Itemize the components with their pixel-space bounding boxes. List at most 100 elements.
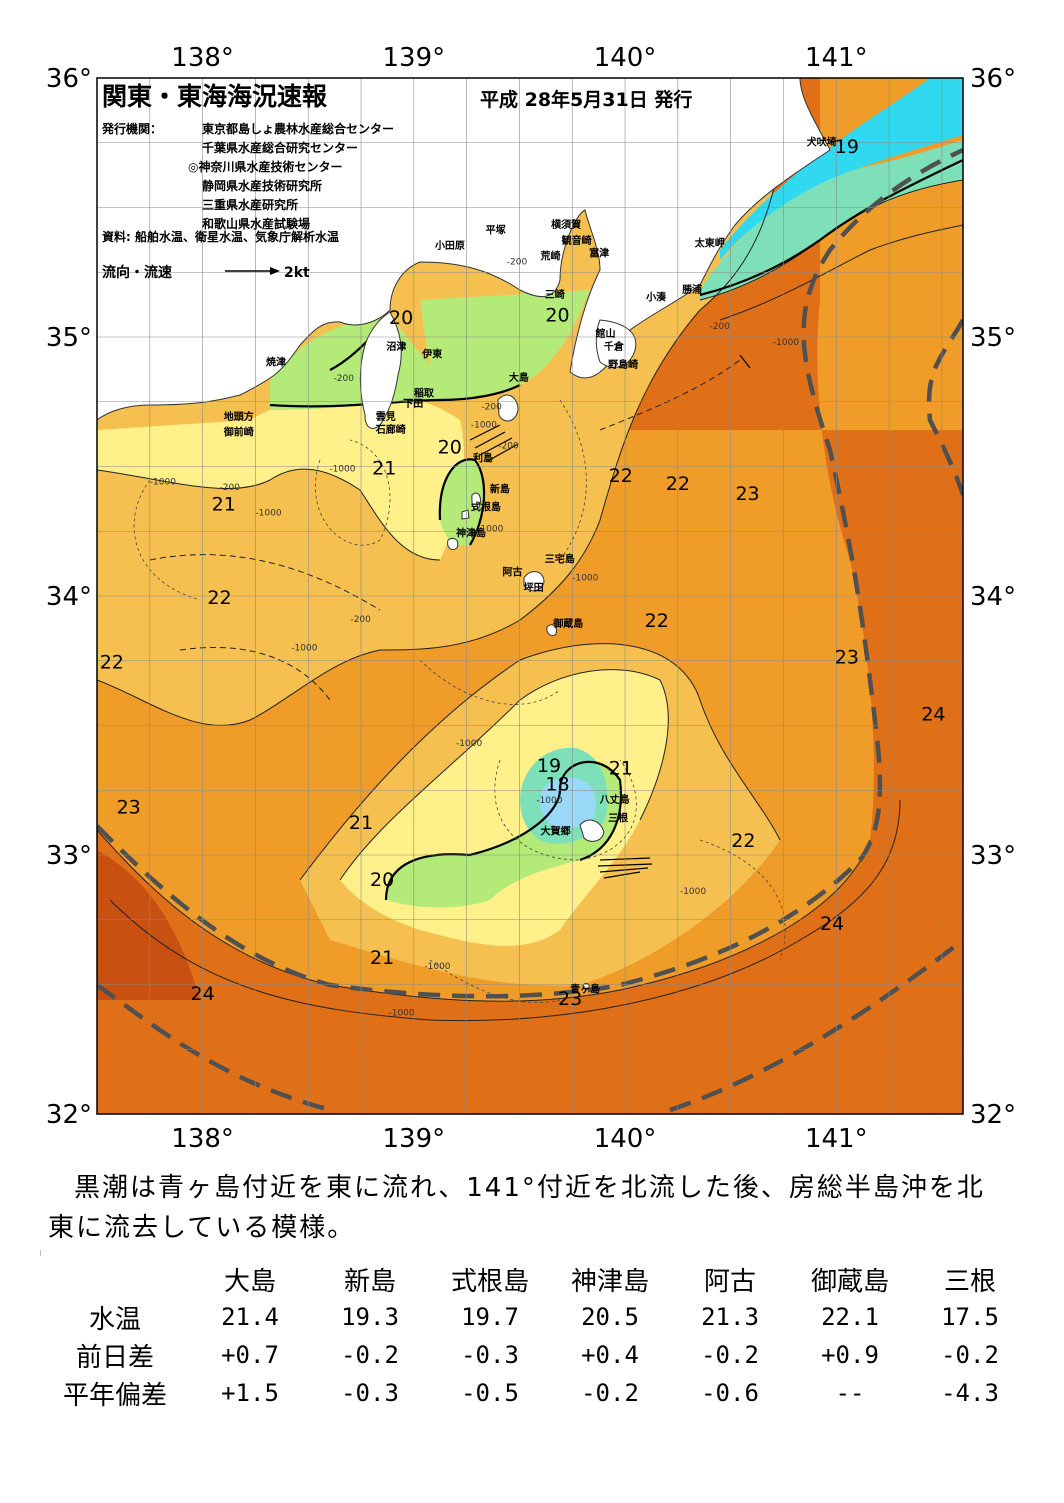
corner-cell [40,1260,190,1298]
place-label: 坪田 [524,581,544,594]
place-label: 大島 [509,371,529,384]
place-label: 平塚 [486,223,506,236]
lon-label-bottom: 138° [171,1124,234,1154]
land-shikine [461,509,470,520]
place-label: 富津 [589,247,609,260]
place-label: 三宅島 [545,552,575,565]
legend-label: 流向・流速 [102,264,172,281]
lat-label-left: 33° [46,841,92,871]
place-label: 三崎 [545,288,565,301]
isotherm-label: 20 [545,304,569,326]
place-label: 地頭方 [224,410,254,423]
place-label: 青ヶ島 [570,982,600,995]
lon-label-bottom: 141° [805,1124,868,1154]
map-title: 関東・東海海況速報 [102,82,328,111]
depth-label: -1000 [680,887,706,897]
place-label: 沼津 [386,340,406,353]
land-miyake [523,571,545,592]
place-label: 野島崎 [608,358,638,371]
place-label: 小田原 [434,239,465,252]
land-boso-tip [595,319,637,368]
observation-table: 大島 新島 式根島 神津島 阿古 御蔵島 三根 水温 21.4 19.3 19.… [40,1260,1030,1412]
lat-lon-grid [97,78,963,1114]
land-kozu [447,537,459,551]
depth-labels: -200-200-1000-200-200-200-1000-200-1000-… [150,257,800,1018]
table-cell: -4.3 [941,1379,999,1407]
place-label: 三根 [608,811,628,824]
table-row: 平年偏差 +1.5 -0.3 -0.5 -0.2 -0.6 -- -4.3 [40,1374,1030,1412]
isotherm-label: 21 [609,758,633,780]
table-cell: -0.3 [461,1341,519,1369]
axis-labels: 138° 138° 139° 139° 140° 140° 141° 141° 36° 36° 35… [46,43,1016,1154]
place-label: 小湊 [645,291,667,304]
temperature-field [97,78,963,1114]
lon-label-top: 140° [594,43,657,73]
land-niijima [471,492,481,510]
map-frame [96,77,964,1115]
publisher-name: 三重県水産研究所 [202,197,298,212]
place-label: 勝浦 [682,283,702,296]
table-cell: +0.9 [821,1341,879,1369]
lon-label-bottom: 140° [594,1124,657,1154]
depth-label: -200 [710,322,731,332]
isotherm-label: 22 [609,465,633,487]
place-label: 御蔵島 [552,617,583,630]
isotherm-label: 22 [731,830,755,852]
table-row: 前日差 +0.7 -0.2 -0.3 +0.4 -0.2 +0.9 -0.2 [40,1336,1030,1374]
lat-label-right: 33° [970,841,1016,871]
lat-label-right: 36° [970,64,1016,94]
depth-label: -1000 [773,338,799,348]
station-name: 新島 [343,1266,396,1297]
table-cell: 22.1 [821,1303,879,1331]
place-label: 千倉 [604,340,625,353]
station-name: 大島 [223,1266,276,1297]
lat-label-left: 32° [46,1100,92,1130]
isotherm-label: 22 [666,473,690,495]
place-label: 犬吠埼 [807,135,837,148]
data-sources: 資料: 船舶水温、衛星水温、気象庁解析水温 [102,229,339,244]
place-label: 石廊崎 [375,423,406,436]
place-label: 新島 [490,482,510,495]
isotherm-label: 22 [100,652,124,674]
land [97,78,831,990]
place-label: 太東岬 [694,236,725,249]
row-label: 前日差 [75,1342,154,1373]
place-label: 神津島 [456,526,486,539]
table-cell: -0.3 [341,1379,399,1407]
isotherm-label: 23 [117,797,141,819]
place-label: 館山 [594,327,615,340]
legend-scale: 2kt [284,265,310,281]
lat-label-right: 35° [970,323,1016,353]
place-label: 焼津 [266,355,286,368]
depth-label: -200 [220,483,241,493]
isotherm-label: 23 [735,483,759,505]
depth-label: -200 [498,441,519,451]
table-cell: -0.5 [461,1379,519,1407]
lat-label-left: 34° [46,582,92,612]
sea-temperature-map: 138° 138° 139° 139° 140° 140° 141° 141° 36° 36° 35… [46,43,1016,1154]
table-cell: -0.2 [341,1341,399,1369]
isotherm-label: 22 [645,610,669,632]
isotherm-label: 18 [545,773,569,795]
zone-21-north [97,390,464,560]
publisher-name: 東京都島しょ農林水産総合センター [202,121,394,136]
kuroshio-summary: 黒潮は青ヶ島付近を東に流れ、141°付近を北流した後、房総半島沖を北東に流去して… [48,1168,1008,1248]
land-mikura [546,624,557,637]
station-name: 阿古 [703,1266,756,1297]
table-cell: 21.4 [221,1303,279,1331]
table-cell: -0.2 [581,1379,639,1407]
isotherm-label: 24 [921,703,945,725]
table-cell: 17.5 [941,1303,999,1331]
summary-text: 黒潮は青ヶ島付近を東に流れ、141°付近を北流した後、房総半島沖を北東に流去して… [48,1173,985,1243]
land-aogashima [582,983,590,990]
station-name: 御蔵島 [810,1266,889,1297]
publisher-name: 静岡県水産技術研究所 [202,178,322,193]
land-hachijo [579,819,605,842]
zone-cold-coast [720,78,963,260]
table-cell: 19.7 [461,1303,519,1331]
place-label: 伊東 [421,348,442,361]
place-label: 稲取 [414,387,435,400]
place-label: 大賀郷 [541,824,571,837]
place-label: 阿古 [503,565,523,578]
lon-label-top: 141° [805,43,868,73]
